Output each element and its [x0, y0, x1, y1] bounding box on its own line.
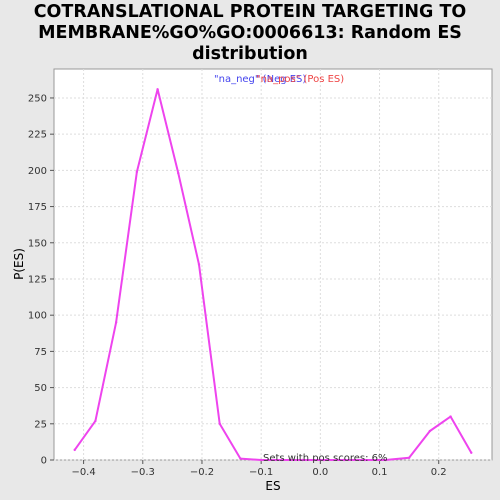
series-point	[239, 457, 242, 460]
series-point	[177, 172, 180, 175]
y-tick-label: 50	[34, 383, 47, 394]
legend-entry-pos: "na_pos" (Pos ES)	[256, 74, 344, 85]
series-line	[73, 88, 473, 461]
legend-entry-neg: "na_neg" (Neg ES)	[214, 74, 306, 85]
series-point	[384, 458, 387, 462]
series-point	[218, 422, 221, 425]
legend: "na_neg" (Neg ES) "na_pos" (Pos ES)	[214, 74, 344, 85]
series-point	[73, 448, 76, 452]
y-tick-label: 75	[34, 347, 47, 358]
x-tick-label: −0.2	[190, 467, 214, 478]
y-tick-label: 0	[41, 456, 47, 467]
series-point	[449, 415, 452, 418]
chart-title-line-2: MEMBRANE%GO%GO:0006613: Random ES	[38, 23, 462, 43]
y-tick-label: 150	[28, 238, 47, 249]
series-point	[428, 429, 432, 433]
chart-title-line-1: COTRANSLATIONAL PROTEIN TARGETING TO	[33, 2, 467, 22]
axis-layer: −0.4 −0.3 −0.2 −0.1 0.0 0.1 0.2 0 25 50 75 100 125 15…	[28, 93, 447, 478]
x-tick-label: 0.0	[312, 467, 328, 478]
x-tick-label: −0.1	[249, 467, 273, 478]
series-point	[94, 419, 97, 423]
chart-title-line-3: distribution	[192, 44, 308, 64]
series-point	[470, 451, 473, 454]
series-point	[135, 170, 139, 174]
series-point	[322, 458, 325, 462]
y-tick-label: 225	[28, 130, 47, 141]
y-tick-label: 125	[28, 274, 47, 285]
x-tick-label: 0.2	[431, 467, 447, 478]
series-point	[156, 88, 159, 91]
y-tick-label: 200	[28, 166, 47, 177]
y-axis-label: P(ES)	[12, 248, 26, 280]
series-point	[259, 458, 263, 462]
series-layer	[73, 88, 473, 462]
plot-background	[53, 68, 493, 461]
x-tick-label: −0.4	[71, 467, 95, 478]
y-tick-label: 100	[28, 311, 47, 322]
y-tick-label: 250	[28, 93, 47, 104]
y-tick-label: 175	[28, 202, 47, 213]
series-point	[114, 321, 118, 324]
annotation-text: Sets with pos scores: 6%	[263, 453, 388, 464]
chart-title: COTRANSLATIONAL PROTEIN TARGETING TO MEM…	[0, 2, 500, 65]
series-point	[301, 458, 304, 462]
y-tick-label: 25	[34, 419, 47, 430]
x-tick-label: 0.1	[372, 467, 388, 478]
x-axis-label: ES	[265, 479, 280, 493]
series-point	[197, 263, 201, 266]
series-point	[280, 458, 284, 462]
series-point	[342, 458, 346, 462]
x-tick-label: −0.3	[131, 467, 155, 478]
series-point	[363, 458, 366, 462]
series-point	[407, 456, 411, 460]
